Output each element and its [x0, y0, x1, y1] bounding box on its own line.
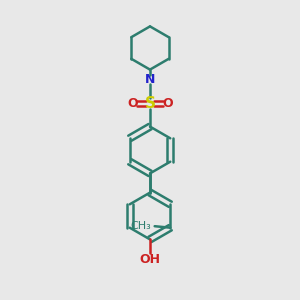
Text: O: O — [127, 97, 138, 110]
Text: OH: OH — [140, 253, 160, 266]
Text: S: S — [145, 96, 155, 111]
Text: CH₃: CH₃ — [130, 220, 151, 231]
Text: N: N — [145, 73, 155, 86]
Text: O: O — [162, 97, 173, 110]
